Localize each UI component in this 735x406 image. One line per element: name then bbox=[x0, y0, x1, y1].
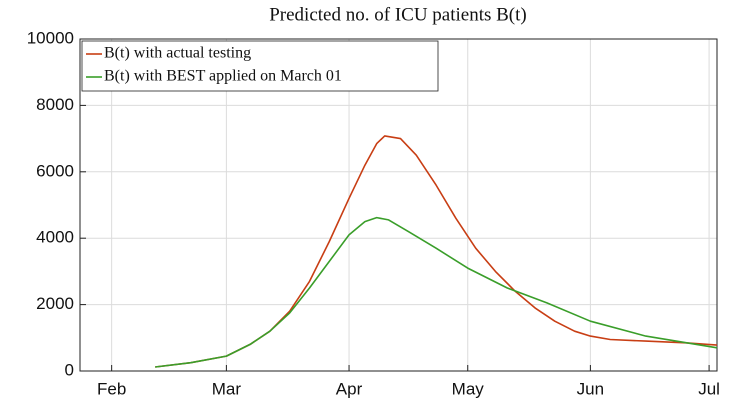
chart-title: Predicted no. of ICU patients B(t) bbox=[269, 4, 527, 25]
y-tick-label: 6000 bbox=[36, 161, 74, 180]
plot-border bbox=[79, 38, 718, 372]
y-tick-label: 0 bbox=[65, 360, 74, 379]
x-tick-label: Jul bbox=[698, 379, 720, 398]
line-series bbox=[155, 216, 718, 368]
x-tick-label: Mar bbox=[212, 379, 242, 398]
legend-label: B(t) with actual testing bbox=[104, 45, 251, 62]
y-tick-label: 10000 bbox=[27, 28, 74, 47]
y-tick-label: 8000 bbox=[36, 95, 74, 114]
y-tick-label: 2000 bbox=[36, 294, 74, 313]
x-tick-label: Apr bbox=[336, 379, 363, 398]
legend-box bbox=[81, 40, 439, 92]
x-tick-label: Feb bbox=[97, 379, 126, 398]
x-tick-label: May bbox=[452, 379, 485, 398]
y-tick-label: 4000 bbox=[36, 228, 74, 247]
x-tick-label: Jun bbox=[577, 379, 604, 398]
plot-area bbox=[80, 39, 717, 371]
legend-label: B(t) with BEST applied on March 01 bbox=[104, 68, 342, 85]
